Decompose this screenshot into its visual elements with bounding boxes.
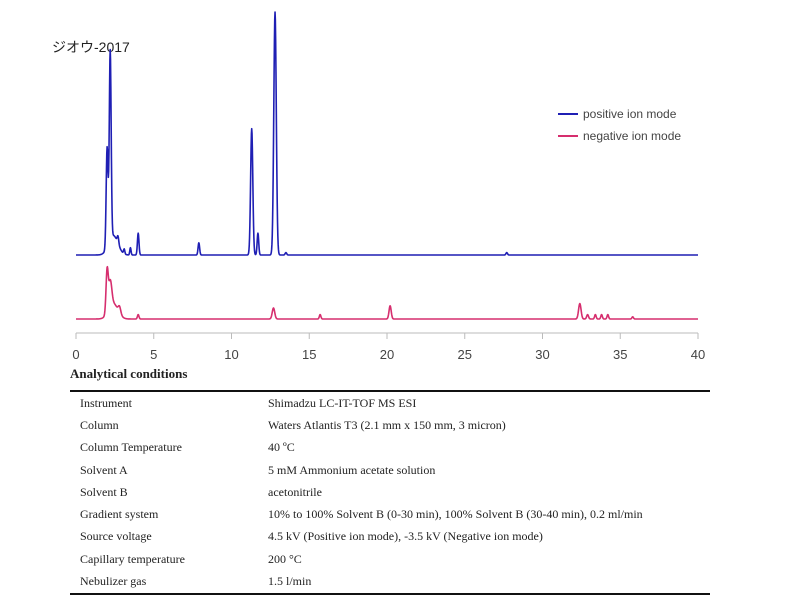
table-row: Solvent A 5 mM Ammonium acetate solution xyxy=(70,459,710,481)
x-tick-label: 40 xyxy=(691,347,705,362)
condition-parameter: Column Temperature xyxy=(80,440,182,455)
x-tick-label: 15 xyxy=(302,347,316,362)
condition-parameter: Source voltage xyxy=(80,529,152,544)
x-tick-label: 0 xyxy=(72,347,79,362)
legend-label: negative ion mode xyxy=(583,129,681,143)
condition-parameter: Gradient system xyxy=(80,507,159,522)
condition-parameter: Solvent B xyxy=(80,484,128,499)
table-row: Column Waters Atlantis T3 (2.1 mm x 150 m… xyxy=(70,414,710,436)
table-row: Source voltage 4.5 kV (Positive ion mode)… xyxy=(70,526,710,548)
conditions-table: Instrument Shimadzu LC-IT-TOF MS ESI Colum… xyxy=(70,390,710,595)
series-line-negative xyxy=(75,265,699,320)
table-row: Solvent B acetonitrile xyxy=(70,481,710,503)
chart-title: ジオウ-2017 xyxy=(52,39,130,55)
x-tick-label: 10 xyxy=(224,347,238,362)
condition-parameter: Column xyxy=(80,417,119,432)
condition-parameter: Nebulizer gas xyxy=(80,574,147,589)
legend-label: positive ion mode xyxy=(583,107,677,121)
condition-parameter: Solvent A xyxy=(80,462,128,477)
table-row: Capillary temperature 200 °C xyxy=(70,548,710,570)
condition-parameter: Instrument xyxy=(80,395,132,410)
condition-value: Waters Atlantis T3 (2.1 mm x 150 mm, 3 m… xyxy=(268,417,506,432)
condition-value: 5 mM Ammonium acetate solution xyxy=(268,462,436,477)
series-line-positive xyxy=(75,11,699,256)
table-row: Nebulizer gas 1.5 l/min xyxy=(70,570,710,593)
x-tick-label: 30 xyxy=(535,347,549,362)
x-tick-label: 35 xyxy=(613,347,627,362)
condition-value: 1.5 l/min xyxy=(268,574,312,589)
table-row: Column Temperature 40 ºC xyxy=(70,437,710,459)
chromatogram-chart: ジオウ-2017 0 5 10 15 20 25 30 35 40 positive ion m… xyxy=(52,11,705,362)
conditions-heading: Analytical conditions xyxy=(70,366,188,381)
condition-parameter: Capillary temperature xyxy=(80,551,185,566)
condition-value: 4.5 kV (Positive ion mode), -3.5 kV (Neg… xyxy=(268,529,543,544)
x-tick-label: 25 xyxy=(458,347,472,362)
condition-value: 10% to 100% Solvent B (0-30 min), 100% S… xyxy=(268,507,643,522)
table-row: Gradient system 10% to 100% Solvent B (0-… xyxy=(70,503,710,525)
x-tick-label: 5 xyxy=(150,347,157,362)
x-tick-label: 20 xyxy=(380,347,394,362)
condition-value: Shimadzu LC-IT-TOF MS ESI xyxy=(268,395,417,410)
condition-value: acetonitrile xyxy=(268,484,322,499)
table-row: Instrument Shimadzu LC-IT-TOF MS ESI xyxy=(70,391,710,414)
condition-value: 200 °C xyxy=(268,551,302,566)
condition-value: 40 ºC xyxy=(268,440,295,455)
